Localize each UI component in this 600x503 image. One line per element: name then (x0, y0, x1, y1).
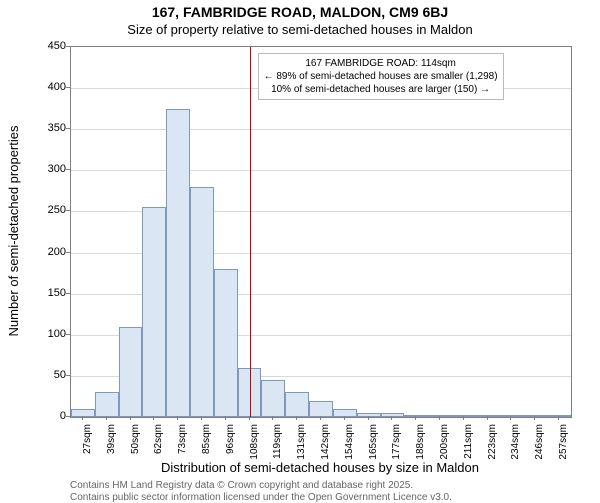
footer-line-2: Contains public sector information licen… (70, 492, 452, 503)
histogram-bar (309, 401, 333, 417)
y-tick-label: 450 (26, 40, 66, 52)
y-tick-label: 50 (26, 369, 66, 381)
x-tick-label: 211sqm (463, 424, 474, 484)
x-tick-mark (439, 416, 440, 420)
x-tick-label: 257sqm (558, 424, 569, 484)
x-tick-label: 85sqm (201, 424, 212, 484)
y-tick-mark (66, 87, 70, 88)
x-tick-mark (487, 416, 488, 420)
gridline (71, 170, 571, 171)
x-tick-mark (510, 416, 511, 420)
y-tick-mark (66, 210, 70, 211)
y-tick-label: 250 (26, 204, 66, 216)
x-tick-mark (391, 416, 392, 420)
x-tick-label: 73sqm (177, 424, 188, 484)
x-tick-label: 200sqm (439, 424, 450, 484)
chart-subtitle: Size of property relative to semi-detach… (0, 22, 600, 37)
x-tick-label: 62sqm (153, 424, 164, 484)
histogram-bar (119, 327, 143, 417)
y-tick-label: 100 (26, 328, 66, 340)
x-tick-mark (558, 416, 559, 420)
y-tick-mark (66, 416, 70, 417)
y-tick-mark (66, 252, 70, 253)
x-tick-mark (534, 416, 535, 420)
x-tick-label: 27sqm (82, 424, 93, 484)
x-tick-label: 50sqm (130, 424, 141, 484)
x-tick-mark (106, 416, 107, 420)
histogram-bar (71, 409, 95, 417)
property-marker-line (250, 47, 251, 417)
y-tick-label: 0 (26, 410, 66, 422)
histogram-plot: 167 FAMBRIDGE ROAD: 114sqm← 89% of semi-… (70, 46, 572, 418)
x-tick-mark (368, 416, 369, 420)
y-tick-mark (66, 169, 70, 170)
histogram-bar (142, 207, 166, 417)
y-axis-label: Number of semi-detached properties (6, 126, 21, 337)
y-tick-mark (66, 128, 70, 129)
y-tick-label: 150 (26, 287, 66, 299)
histogram-bar (95, 392, 119, 417)
x-tick-mark (272, 416, 273, 420)
x-tick-mark (177, 416, 178, 420)
x-tick-label: 119sqm (272, 424, 283, 484)
annotation-line-3: 10% of semi-detached houses are larger (… (264, 83, 498, 96)
x-tick-mark (153, 416, 154, 420)
y-tick-mark (66, 375, 70, 376)
x-tick-label: 154sqm (344, 424, 355, 484)
x-tick-label: 246sqm (534, 424, 545, 484)
x-tick-mark (82, 416, 83, 420)
x-tick-mark (320, 416, 321, 420)
y-tick-mark (66, 334, 70, 335)
x-tick-label: 177sqm (391, 424, 402, 484)
annotation-line-1: 167 FAMBRIDGE ROAD: 114sqm (264, 57, 498, 70)
histogram-bar (261, 380, 285, 417)
footer-line-1: Contains HM Land Registry data © Crown c… (70, 480, 413, 491)
gridline (71, 129, 571, 130)
x-tick-mark (344, 416, 345, 420)
x-tick-label: 108sqm (249, 424, 260, 484)
x-tick-mark (463, 416, 464, 420)
chart-title: 167, FAMBRIDGE ROAD, MALDON, CM9 6BJ (0, 4, 600, 20)
x-tick-label: 188sqm (415, 424, 426, 484)
x-tick-label: 223sqm (487, 424, 498, 484)
x-tick-mark (201, 416, 202, 420)
x-tick-mark (130, 416, 131, 420)
x-tick-label: 96sqm (225, 424, 236, 484)
histogram-bar (214, 269, 238, 417)
histogram-bar (166, 109, 190, 417)
histogram-bar (285, 392, 309, 417)
y-tick-mark (66, 46, 70, 47)
annotation-line-2: ← 89% of semi-detached houses are smalle… (264, 70, 498, 83)
x-tick-label: 142sqm (320, 424, 331, 484)
x-tick-label: 39sqm (106, 424, 117, 484)
y-tick-label: 300 (26, 163, 66, 175)
x-tick-label: 165sqm (368, 424, 379, 484)
y-tick-label: 350 (26, 122, 66, 134)
x-tick-mark (249, 416, 250, 420)
x-tick-mark (225, 416, 226, 420)
x-tick-label: 131sqm (296, 424, 307, 484)
annotation-box: 167 FAMBRIDGE ROAD: 114sqm← 89% of semi-… (258, 53, 504, 100)
x-tick-mark (415, 416, 416, 420)
y-tick-label: 400 (26, 81, 66, 93)
y-tick-mark (66, 293, 70, 294)
histogram-bar (190, 187, 214, 417)
x-tick-label: 234sqm (510, 424, 521, 484)
y-tick-label: 200 (26, 246, 66, 258)
x-tick-mark (296, 416, 297, 420)
